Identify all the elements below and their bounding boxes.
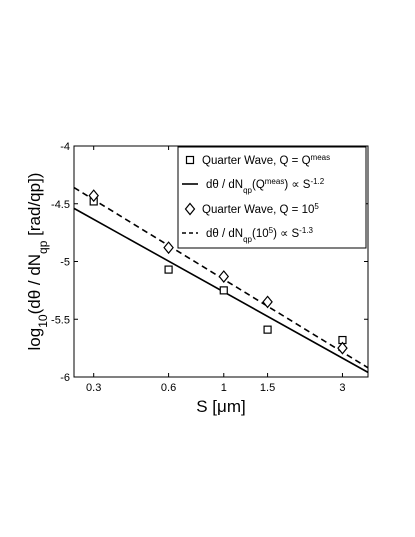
y-tick-label: -5 (60, 257, 70, 269)
diamond-marker (337, 341, 348, 355)
x-tick-label: 0.6 (161, 382, 176, 394)
x-tick-label: 3 (339, 382, 345, 394)
diamond-marker (88, 189, 99, 203)
legend-entry-label: dθ / dNqp(Qmeas) ∝ S-1.2 (206, 177, 325, 195)
square-marker (164, 265, 173, 274)
legend: Quarter Wave, Q = Qmeas dθ / dNqp(Qmeas) … (177, 146, 367, 249)
legend-entry-label: Quarter Wave, Q = 105 (202, 202, 319, 217)
legend-entry-label: Quarter Wave, Q = Qmeas (202, 153, 330, 168)
legend-diamond-icon (184, 202, 196, 216)
y-tick-label: -4 (60, 141, 70, 153)
axis-labels: S [μm] log10(dθ / dNqp [rad/qp]) (25, 173, 246, 416)
x-tick-label: 1.5 (260, 382, 275, 394)
data-markers (88, 189, 348, 355)
square-marker (263, 325, 272, 334)
square-marker (219, 286, 228, 295)
diamond-marker (163, 241, 174, 255)
y-tick-label: -4.5 (51, 199, 70, 211)
y-axis-label: log10(dθ / dNqp [rad/qp]) (25, 173, 50, 351)
x-tick-label: 1 (221, 382, 227, 394)
y-tick-label: -5.5 (51, 314, 70, 326)
x-axis-label: S [μm] (196, 397, 245, 416)
diamond-marker (262, 295, 273, 309)
legend-box (177, 146, 367, 249)
legend-entry-label: dθ / dNqp(105) ∝ S-1.3 (206, 226, 314, 244)
legend-square-icon (185, 155, 195, 165)
y-tick-label: -6 (60, 372, 70, 384)
diamond-marker (218, 270, 230, 283)
x-tick-label: 0.3 (86, 382, 101, 394)
